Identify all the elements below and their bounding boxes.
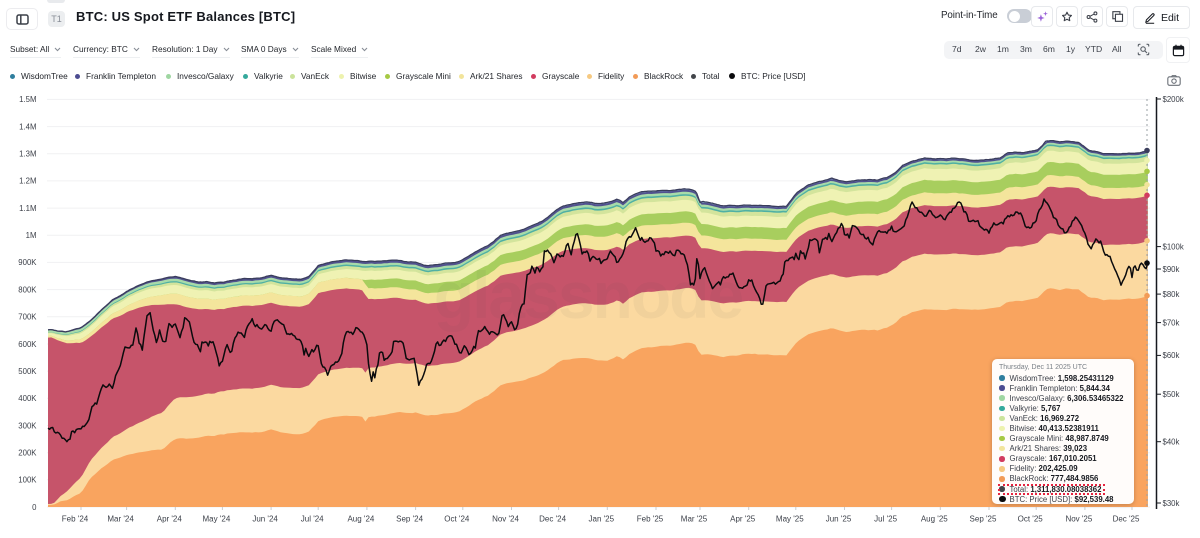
svg-text:$50k: $50k [1163,390,1180,399]
svg-text:Feb '24: Feb '24 [62,515,89,524]
svg-text:$30k: $30k [1163,499,1180,508]
svg-text:500K: 500K [18,367,37,376]
svg-text:1.1M: 1.1M [19,204,36,213]
svg-text:300K: 300K [18,421,37,430]
svg-text:Mar '25: Mar '25 [681,515,708,524]
svg-text:glassnode: glassnode [434,258,743,332]
svg-text:$100k: $100k [1163,242,1184,251]
svg-text:400K: 400K [18,394,37,403]
svg-text:800K: 800K [18,285,37,294]
svg-text:900K: 900K [18,258,37,267]
svg-text:100K: 100K [18,476,37,485]
svg-text:Sep '24: Sep '24 [396,515,423,524]
svg-text:0: 0 [32,503,37,512]
svg-text:Nov '24: Nov '24 [492,515,519,524]
svg-text:Apr '25: Apr '25 [730,515,756,524]
svg-text:Jan '25: Jan '25 [589,515,615,524]
svg-text:Oct '24: Oct '24 [444,515,470,524]
svg-text:Mar '24: Mar '24 [107,515,134,524]
svg-text:$90k: $90k [1163,265,1180,274]
svg-text:$200k: $200k [1163,95,1184,104]
svg-text:Aug '25: Aug '25 [921,515,948,524]
svg-text:1M: 1M [26,231,37,240]
svg-text:Jul '24: Jul '24 [301,515,324,524]
svg-text:Dec '25: Dec '25 [1113,515,1140,524]
svg-text:Aug '24: Aug '24 [347,515,374,524]
svg-text:Sep '25: Sep '25 [970,515,997,524]
svg-text:Feb '25: Feb '25 [637,515,664,524]
svg-text:$60k: $60k [1163,351,1180,360]
svg-text:$80k: $80k [1163,290,1180,299]
svg-text:Jun '25: Jun '25 [826,515,852,524]
svg-text:700K: 700K [18,313,37,322]
svg-text:1.5M: 1.5M [19,95,36,104]
svg-text:$70k: $70k [1163,318,1180,327]
svg-text:1.4M: 1.4M [19,122,36,131]
svg-text:Oct '25: Oct '25 [1018,515,1044,524]
svg-text:1.2M: 1.2M [19,177,36,186]
svg-text:May '25: May '25 [776,515,804,524]
svg-text:Dec '24: Dec '24 [539,515,566,524]
svg-text:600K: 600K [18,340,37,349]
svg-text:Apr '24: Apr '24 [157,515,183,524]
svg-text:$40k: $40k [1163,438,1180,447]
svg-text:May '24: May '24 [203,515,231,524]
svg-text:1.3M: 1.3M [19,150,36,159]
svg-text:Jun '24: Jun '24 [252,515,278,524]
svg-text:Jul '25: Jul '25 [874,515,897,524]
svg-text:200K: 200K [18,449,37,458]
svg-text:Nov '25: Nov '25 [1065,515,1092,524]
